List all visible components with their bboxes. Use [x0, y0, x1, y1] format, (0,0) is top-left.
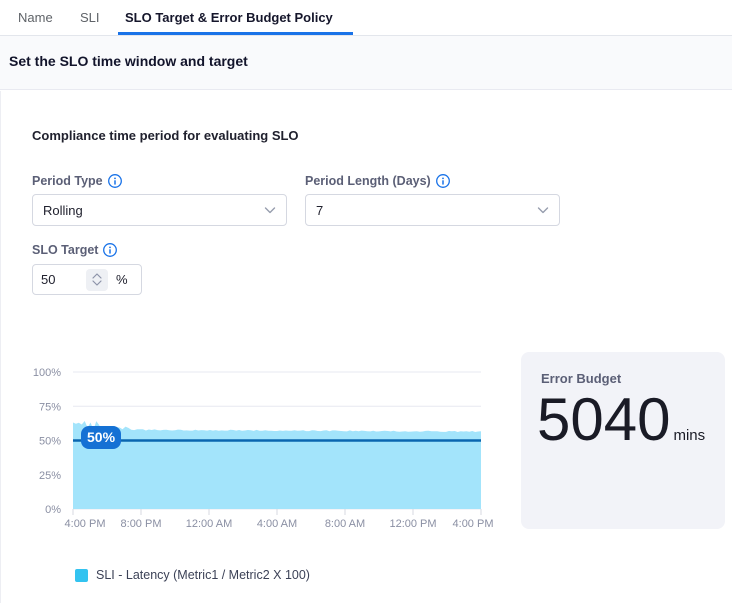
svg-text:8:00 PM: 8:00 PM	[121, 518, 162, 530]
svg-text:12:00 AM: 12:00 AM	[186, 518, 232, 530]
svg-text:75%: 75%	[39, 401, 61, 413]
svg-text:8:00 AM: 8:00 AM	[325, 518, 365, 530]
svg-text:4:00 AM: 4:00 AM	[257, 518, 297, 530]
svg-text:4:00 PM: 4:00 PM	[65, 518, 106, 530]
svg-text:100%: 100%	[33, 367, 61, 379]
svg-text:0%: 0%	[45, 504, 61, 516]
svg-text:50%: 50%	[39, 436, 61, 448]
svg-text:25%: 25%	[39, 470, 61, 482]
svg-text:12:00 PM: 12:00 PM	[389, 518, 436, 530]
svg-text:4:00 PM: 4:00 PM	[453, 518, 494, 530]
